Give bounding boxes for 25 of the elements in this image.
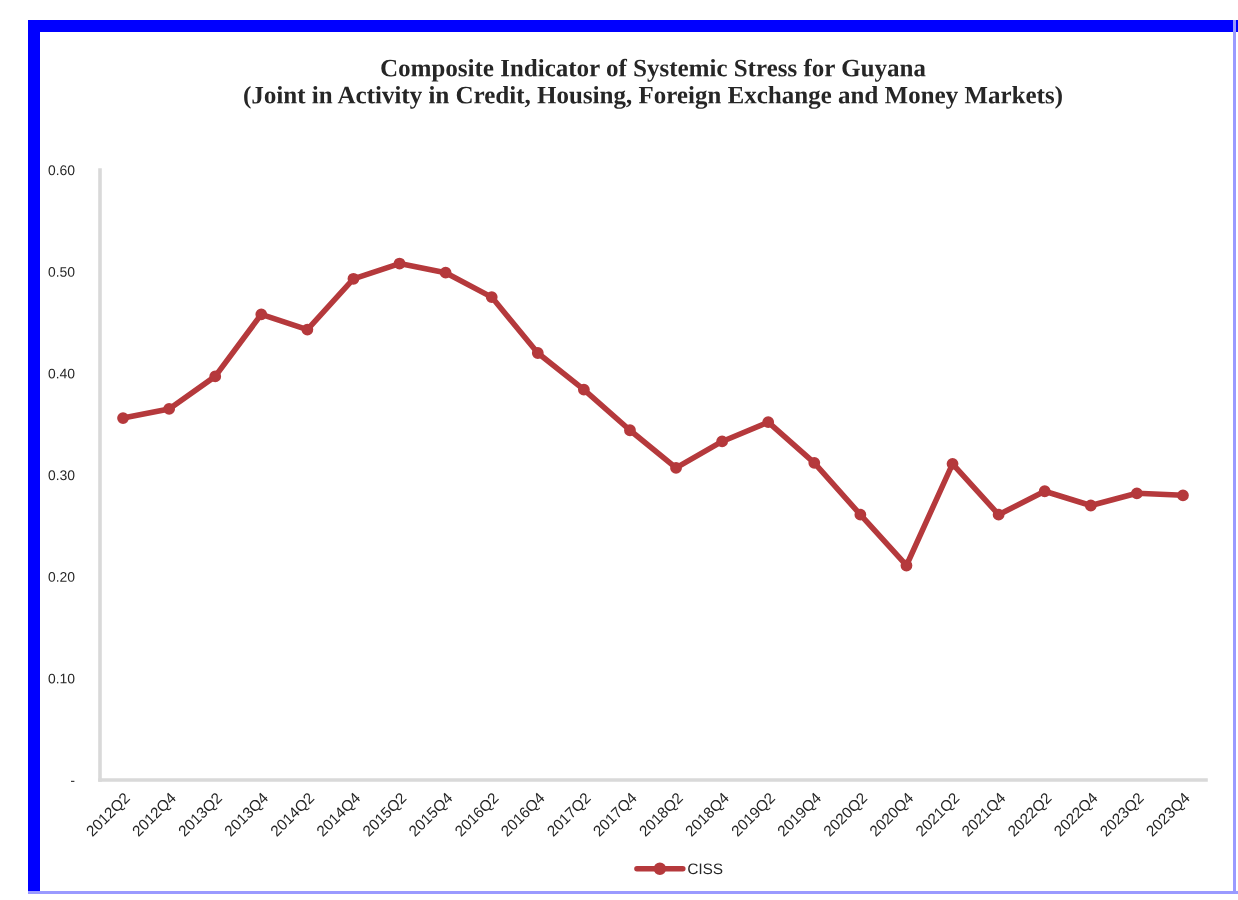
point (1130, 487, 1143, 500)
point (946, 457, 959, 470)
point (900, 559, 913, 572)
point (347, 272, 360, 285)
point (301, 323, 314, 336)
point (393, 257, 406, 270)
point (1177, 489, 1189, 502)
point (577, 383, 590, 396)
point (854, 508, 867, 521)
point (163, 403, 176, 415)
point (117, 412, 129, 424)
point (1038, 485, 1051, 498)
point (209, 370, 222, 383)
chart-title: Composite Indicator of Systemic Stress for Guyana (Joint in Activity in Credit, Housing, Foreign Exchange and Money Markets) (244, 58, 1062, 109)
point (716, 435, 729, 448)
point (439, 266, 452, 279)
point (808, 456, 821, 469)
point (762, 416, 775, 429)
point (1084, 499, 1097, 512)
point (255, 308, 268, 321)
point (992, 508, 1005, 521)
point (485, 291, 498, 303)
point (624, 424, 636, 437)
point (531, 347, 544, 359)
point (670, 461, 682, 474)
